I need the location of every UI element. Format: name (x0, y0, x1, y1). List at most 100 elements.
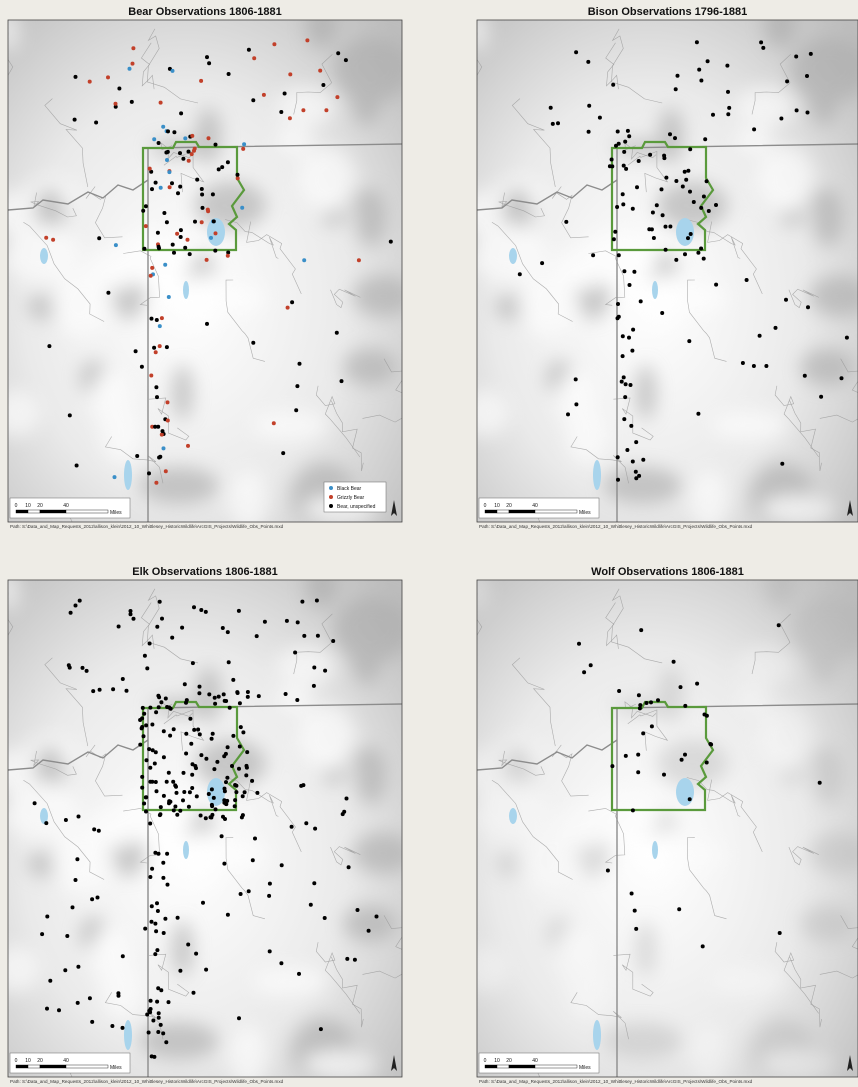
observation-point (641, 458, 645, 462)
observation-point (156, 694, 160, 698)
observation-point (296, 620, 300, 624)
relief-patch (172, 365, 193, 420)
observation-point (117, 625, 121, 629)
observation-point (158, 344, 162, 348)
observation-point (293, 651, 297, 655)
observation-point (714, 203, 718, 207)
observation-point (160, 433, 164, 437)
observation-point (150, 187, 154, 191)
observation-point (150, 904, 154, 908)
observation-point (297, 972, 301, 976)
scale-segment (509, 510, 535, 513)
scale-label: 0 (484, 503, 487, 509)
observation-point (130, 100, 134, 104)
observation-point (610, 158, 614, 162)
observation-point (679, 685, 683, 689)
observation-point (699, 247, 703, 251)
relief-patch (678, 842, 727, 870)
observation-point (225, 776, 229, 780)
observation-point (91, 689, 95, 693)
observation-point (340, 379, 344, 383)
observation-point (300, 600, 304, 604)
observation-point (193, 764, 197, 768)
observation-point (630, 892, 634, 896)
observation-point (172, 130, 176, 134)
observation-point (246, 690, 250, 694)
observation-point (180, 626, 184, 630)
observation-point (191, 661, 195, 665)
observation-point (629, 383, 633, 387)
observation-point (161, 876, 165, 880)
relief-patch (229, 471, 268, 532)
observation-point (347, 865, 351, 869)
observation-point (140, 775, 144, 779)
lake (509, 808, 517, 824)
observation-point (179, 111, 183, 115)
figure: Bear Observations 1806-18810102040MilesB… (0, 0, 858, 1087)
lake (124, 1020, 132, 1050)
observation-point (622, 375, 626, 379)
observation-point (162, 446, 166, 450)
observation-point (132, 617, 136, 621)
observation-point (683, 753, 687, 757)
legend-label: Bear, unspecified (337, 504, 376, 510)
observation-point (161, 125, 165, 129)
observation-point (154, 385, 158, 389)
observation-point (661, 213, 665, 217)
observation-point (98, 688, 102, 692)
relief-patch (765, 563, 797, 608)
observation-point (195, 794, 199, 798)
relief-patch (352, 621, 382, 685)
observation-point (623, 140, 627, 144)
relief-patch (352, 275, 413, 316)
observation-point (702, 195, 706, 199)
page: Bear Observations 1806-18810102040MilesB… (0, 0, 858, 1087)
observation-point (238, 701, 242, 705)
observation-point (255, 791, 259, 795)
relief-patch (356, 189, 386, 247)
observation-point (226, 913, 230, 917)
observation-point (324, 108, 328, 112)
observation-point (142, 712, 146, 716)
observation-point (159, 805, 163, 809)
observation-point (582, 670, 586, 674)
observation-point (806, 305, 810, 309)
file-path: Path: S:\Data_and_Map_Requests_2012\alli… (479, 1079, 753, 1084)
observation-point (147, 471, 151, 475)
observation-point (178, 185, 182, 189)
observation-point (309, 903, 313, 907)
observation-point (44, 821, 48, 825)
observation-point (204, 757, 208, 761)
relief-patch (519, 271, 575, 337)
observation-point (94, 121, 98, 125)
observation-point (147, 747, 151, 751)
observation-point (190, 152, 194, 156)
observation-point (247, 889, 251, 893)
observation-point (179, 235, 183, 239)
observation-point (227, 72, 231, 76)
observation-point (186, 238, 190, 242)
observation-point (633, 909, 637, 913)
relief-patch (139, 467, 219, 504)
observation-point (140, 365, 144, 369)
file-path: Path: S:\Data_and_Map_Requests_2012\alli… (479, 524, 753, 529)
observation-point (626, 129, 630, 133)
observation-point (237, 1016, 241, 1020)
scale-label: 40 (532, 503, 538, 509)
observation-point (150, 723, 154, 727)
observation-point (154, 780, 158, 784)
observation-point (167, 771, 171, 775)
observation-point (113, 475, 117, 479)
observation-point (752, 127, 756, 131)
observation-point (205, 258, 209, 262)
observation-point (549, 106, 553, 110)
observation-point (142, 247, 146, 251)
relief-patch (52, 271, 108, 337)
observation-point (785, 79, 789, 83)
observation-point (222, 862, 226, 866)
observation-point (214, 143, 218, 147)
observation-point (214, 231, 218, 235)
observation-point (143, 927, 147, 931)
observation-point (198, 732, 202, 736)
observation-point (680, 758, 684, 762)
